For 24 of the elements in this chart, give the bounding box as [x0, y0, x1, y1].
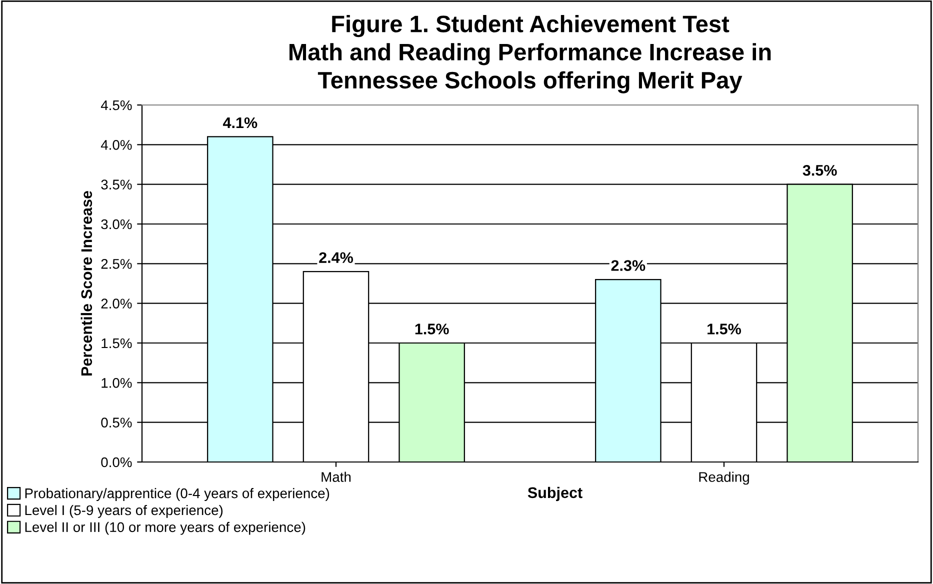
y-tick-label: 3.5% — [101, 180, 132, 190]
data-label: 3.5% — [802, 164, 837, 176]
y-tick-label: 2.5% — [101, 259, 132, 269]
y-tick-label: 4.0% — [100, 140, 132, 150]
data-label: 1.5% — [415, 324, 449, 334]
data-label: 2.4% — [319, 252, 354, 263]
x-axis-title: Subject — [528, 486, 582, 502]
y-tick-label: 3.0% — [101, 219, 132, 230]
legend-label: Probationary/apprentice (0-4 years of experience) — [25, 488, 330, 501]
y-tick-label: 0.5% — [101, 418, 132, 428]
data-label: 4.1% — [222, 117, 258, 128]
y-tick-label: 1.0% — [102, 378, 132, 388]
legend-label: Level II or III (10 or more years of experience) — [25, 522, 306, 535]
y-tick-label: 0.0% — [101, 457, 132, 468]
y-axis-title: Percentile Score Increase — [80, 191, 92, 376]
data-label: 2.3% — [611, 260, 646, 271]
chart-title: Figure 1. Student Achievement Test Math and Reading Performance Increase in Tennessee Schools offering Merit Pay — [290, 15, 771, 94]
y-tick-label: 1.5% — [102, 338, 132, 348]
x-tick-label: Reading — [699, 472, 749, 485]
x-tick-label: Math — [322, 472, 351, 482]
y-tick-label: 2.0% — [101, 298, 132, 309]
legend-label: Level I (5-9 years of experience) — [25, 504, 223, 518]
y-tick-label: 4.5% — [100, 100, 132, 110]
data-label: 1.5% — [708, 324, 742, 334]
